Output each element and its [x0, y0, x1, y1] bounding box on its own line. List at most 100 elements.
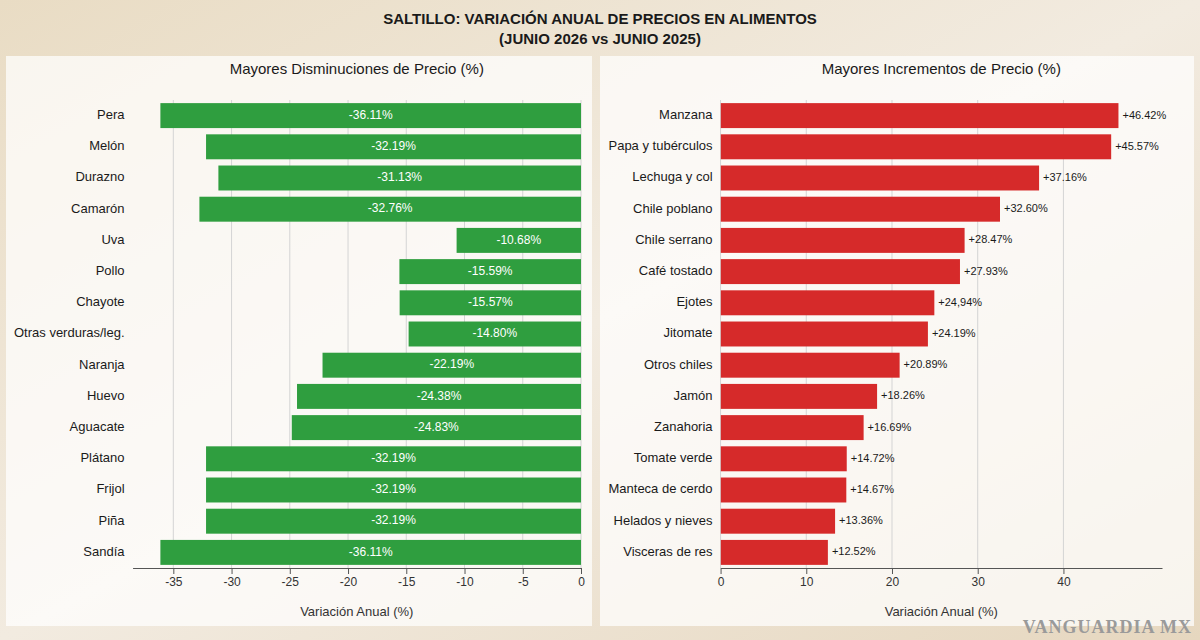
category-label: Ejotes	[676, 294, 713, 309]
bar	[721, 384, 878, 409]
tick-label: 20	[886, 575, 900, 589]
tick-mark	[581, 568, 582, 574]
axis-title: Variación Anual (%)	[885, 604, 998, 619]
bar	[409, 322, 581, 347]
category-label: Pera	[97, 107, 125, 122]
data-label: -31.13%	[377, 170, 422, 184]
tick-label: -30	[223, 575, 241, 589]
grid	[721, 100, 1064, 568]
category-label: Jitomate	[663, 325, 712, 340]
data-label: -24.38%	[417, 389, 462, 403]
category-label: Helados y nieves	[614, 513, 713, 528]
data-label: +32.60%	[1004, 202, 1048, 214]
bar	[160, 540, 581, 565]
category-label: Huevo	[87, 388, 125, 403]
data-label: +12.52%	[832, 545, 876, 557]
x-axis: 010203040	[718, 568, 1163, 589]
category-label: Melón	[89, 138, 124, 153]
bar	[206, 446, 581, 471]
data-label: -36.11%	[349, 545, 393, 559]
chart-title: SALTILLO: VARIACIÓN ANUAL DE PRECIOS EN …	[383, 10, 817, 27]
panel-title: Mayores Incrementos de Precio (%)	[822, 60, 1061, 77]
bar	[457, 228, 581, 253]
category-label: Camarón	[71, 201, 124, 216]
data-label: -36.11%	[349, 108, 393, 122]
tick: -5	[518, 568, 529, 589]
tick: -15	[398, 568, 416, 589]
tick-mark	[290, 568, 291, 574]
bar	[721, 228, 965, 253]
bars	[160, 103, 581, 565]
data-label: -15.59%	[468, 264, 513, 278]
data-label: -32.19%	[371, 451, 416, 465]
bar	[399, 259, 581, 284]
panel-background	[600, 56, 1194, 626]
bar	[206, 478, 581, 503]
bar	[721, 259, 960, 284]
category-label: Pollo	[96, 263, 125, 278]
data-label: -32.19%	[371, 482, 416, 496]
bar	[721, 446, 847, 471]
tick-label: 30	[972, 575, 986, 589]
tick-label: -35	[165, 575, 183, 589]
tick-mark	[1063, 568, 1064, 574]
data-label: +37.16%	[1043, 171, 1087, 183]
bar	[400, 290, 581, 315]
tick-mark	[465, 568, 466, 574]
data-label: +24.19%	[932, 327, 976, 339]
bar	[160, 103, 581, 128]
bar	[323, 353, 581, 378]
panel-title: Mayores Disminuciones de Precio (%)	[230, 60, 484, 77]
data-label: +13.36%	[839, 514, 883, 526]
tick: 10	[800, 568, 814, 589]
category-label: Tomate verde	[634, 450, 713, 465]
category-label: Zanahoria	[654, 419, 713, 434]
data-label: +46.42%	[1122, 109, 1166, 121]
data-label: +45.57%	[1115, 140, 1159, 152]
tick: -10	[456, 568, 474, 589]
tick-mark	[806, 568, 807, 574]
category-label: Naranja	[79, 357, 125, 372]
data-label: +24,94%	[938, 296, 982, 308]
category-label: Jamón	[674, 388, 713, 403]
panel: ManzanaPapa y tubérculosLechuga y colChi…	[600, 56, 1194, 626]
bar	[721, 540, 828, 565]
tick-mark	[978, 568, 979, 574]
category-labels: PeraMelónDuraznoCamarónUvaPolloChayoteOt…	[14, 107, 125, 559]
grid	[173, 100, 581, 568]
tick-mark	[232, 568, 233, 574]
category-label: Plátano	[80, 450, 124, 465]
category-label: Chayote	[76, 294, 124, 309]
tick-mark	[173, 568, 174, 574]
category-label: Otras verduras/leg.	[14, 325, 125, 340]
watermark: VANGUARDIA MX	[1023, 617, 1192, 637]
data-label: +27.93%	[964, 265, 1008, 277]
bar	[721, 166, 1040, 191]
tick-mark	[406, 568, 407, 574]
category-label: Frijol	[96, 481, 124, 496]
bar	[721, 353, 900, 378]
panel: PeraMelónDuraznoCamarónUvaPolloChayoteOt…	[6, 56, 592, 626]
category-label: Visceras de res	[623, 544, 713, 559]
tick-label: 0	[578, 575, 585, 589]
data-label: +14.72%	[851, 452, 895, 464]
tick-mark	[348, 568, 349, 574]
chart-root: SALTILLO: VARIACIÓN ANUAL DE PRECIOS EN …	[0, 0, 1200, 640]
bar	[721, 134, 1112, 159]
tick: -35	[165, 568, 183, 589]
data-label: +14.67%	[850, 483, 894, 495]
tick: -25	[282, 568, 300, 589]
category-label: Manzana	[659, 107, 713, 122]
data-label: -15.57%	[468, 295, 513, 309]
tick-label: 10	[800, 575, 814, 589]
category-label: Chile serrano	[635, 232, 712, 247]
data-label: -24.83%	[414, 420, 459, 434]
category-label: Aguacate	[70, 419, 125, 434]
category-label: Sandía	[83, 544, 125, 559]
bar	[721, 290, 935, 315]
data-labels: -36.11%-32.19%-31.13%-32.76%-10.68%-15.5…	[349, 108, 542, 559]
tick-mark	[721, 568, 722, 574]
tick-label: -10	[456, 575, 474, 589]
bar	[721, 509, 836, 534]
bar	[721, 197, 1000, 222]
